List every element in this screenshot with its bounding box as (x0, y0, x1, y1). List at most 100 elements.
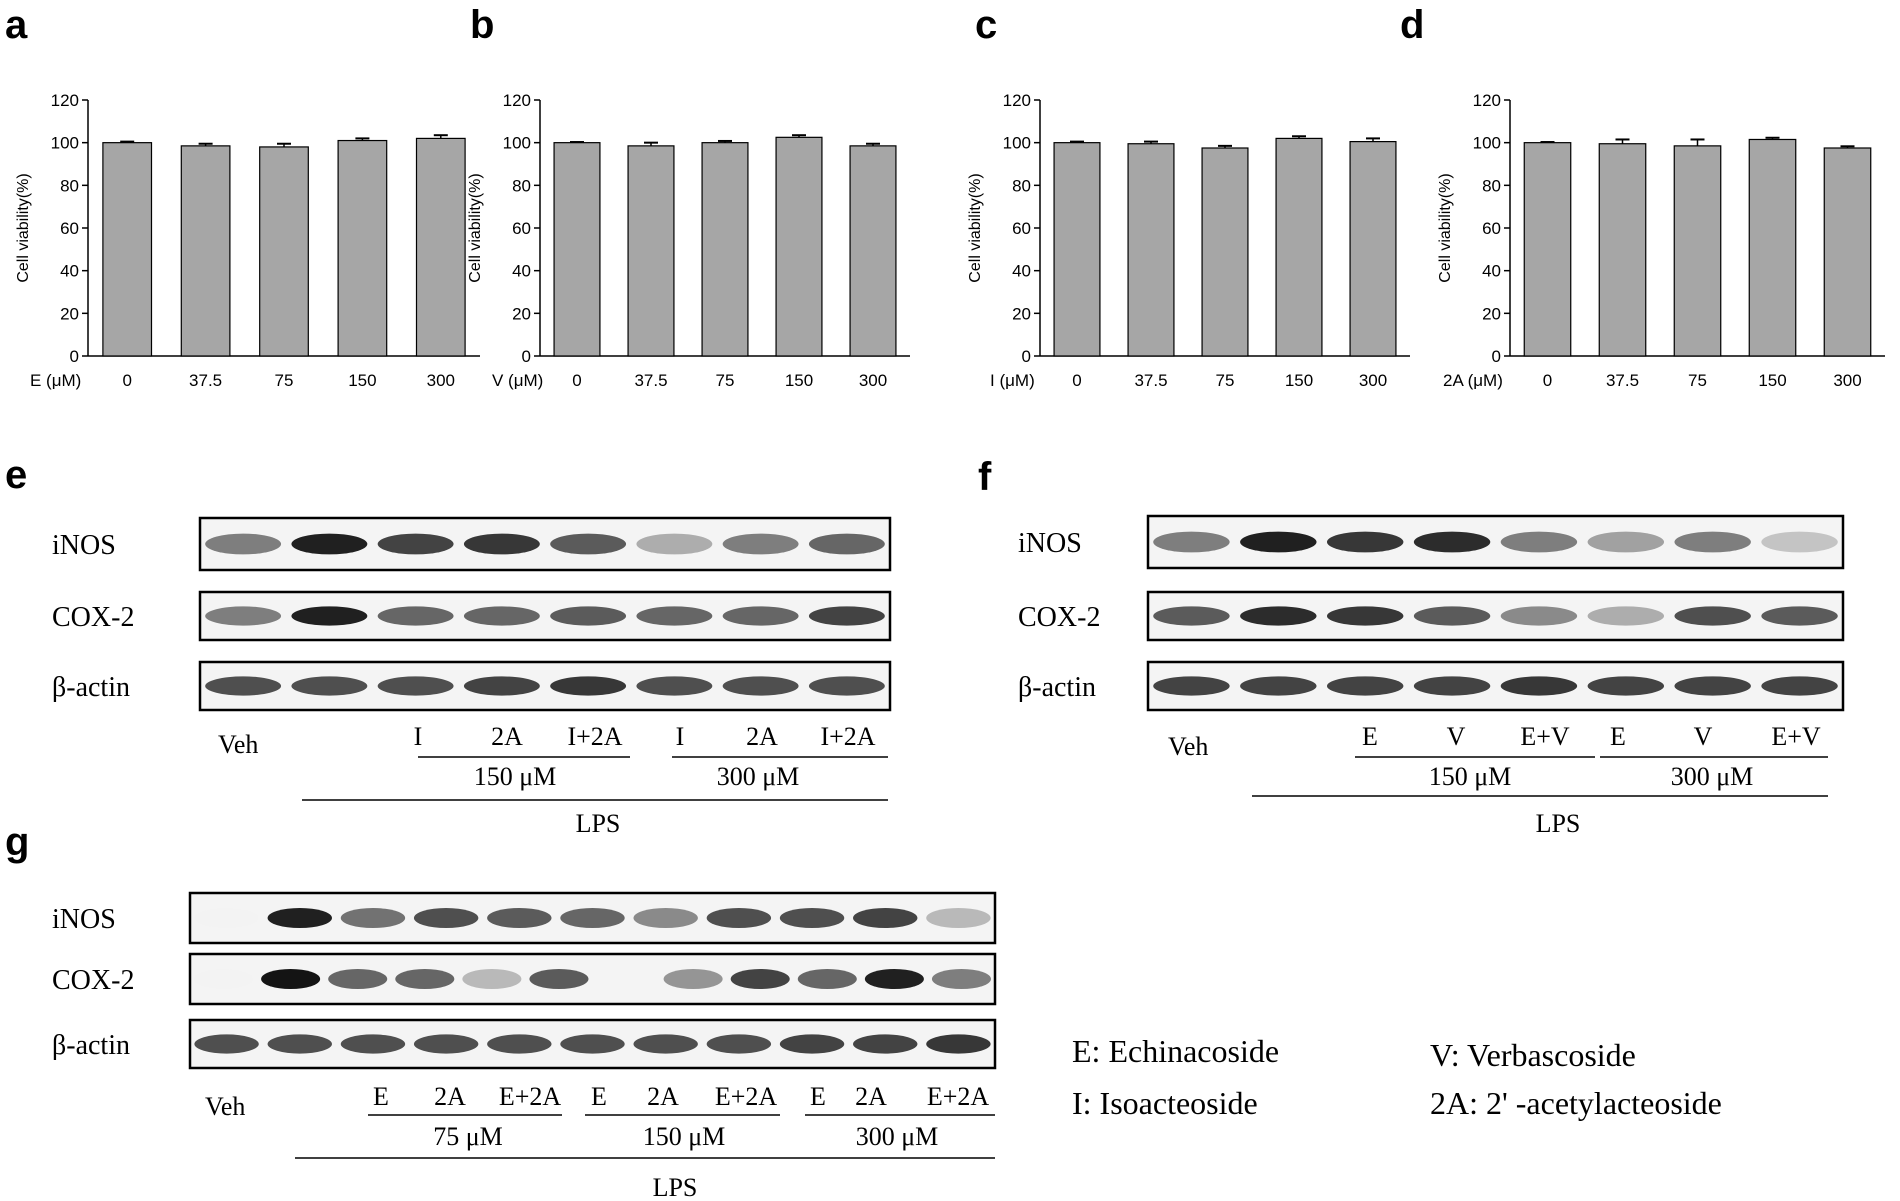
blot-band (487, 908, 552, 928)
blot-band (267, 1034, 332, 1054)
panel-letter-d: d (1400, 3, 1424, 47)
y-tick-label: 80 (512, 176, 531, 195)
x-axis-label: V (μM) (492, 371, 543, 390)
y-tick-label: 60 (1482, 219, 1501, 238)
blot-row-label: iNOS (1018, 528, 1082, 559)
y-axis-label: Cell viability(%) (967, 173, 984, 282)
western-blot-g: iNOS COX-2 β-actin Veh E 2A E+2A E 2A E+2A E 2A E+2A… (52, 891, 997, 1201)
blot-band (1587, 676, 1665, 696)
panel-letter-e: e (5, 453, 27, 497)
vehicle-label: Veh (205, 1092, 245, 1121)
blot-row-label: β-actin (52, 1030, 130, 1061)
lps-label: LPS (1536, 809, 1581, 838)
y-tick-label: 0 (1022, 347, 1031, 366)
blot-band (808, 676, 885, 696)
x-axis-label: 2A (μM) (1443, 371, 1503, 390)
blot-strip (188, 952, 997, 1006)
blot-band (1240, 606, 1317, 626)
blot-band (1674, 606, 1751, 626)
blot-band (377, 533, 454, 555)
x-tick-label: 75 (1688, 371, 1707, 390)
lane-label: 2A (491, 722, 523, 751)
lane-label: 2A (746, 722, 778, 751)
y-tick-label: 0 (1492, 347, 1501, 366)
x-tick-label: 37.5 (1134, 371, 1167, 390)
bar (1598, 143, 1647, 357)
x-tick-label: 150 (1758, 371, 1786, 390)
blot-band (931, 969, 991, 989)
lane-label: E (591, 1082, 607, 1111)
blot-band (395, 969, 455, 989)
lane-label: E+V (1771, 722, 1821, 751)
x-tick-label: 0 (572, 371, 581, 390)
blot-band (853, 1034, 918, 1054)
y-tick-label: 80 (1482, 176, 1501, 195)
blot-band (291, 533, 368, 555)
y-tick-label: 60 (512, 219, 531, 238)
x-tick-label: 75 (1216, 371, 1235, 390)
concentration-label: 300 μM (1671, 762, 1754, 791)
blot-band (413, 1034, 479, 1054)
x-tick-label: 0 (1072, 371, 1081, 390)
y-tick-label: 120 (503, 91, 531, 110)
blot-band (779, 908, 845, 928)
bar (1823, 147, 1872, 357)
x-tick-label: 75 (275, 371, 294, 390)
blot-band (779, 1034, 845, 1054)
y-tick-label: 80 (1012, 176, 1031, 195)
bar-chart-a: 0 20 40 60 80 100 120 Cell viability(%) 0 37.5 75 1… (15, 91, 480, 390)
vehicle-label: Veh (218, 730, 258, 759)
lane-label: E (373, 1082, 389, 1111)
blot-row-label: COX-2 (52, 965, 134, 996)
lane-label: E (1362, 722, 1378, 751)
bar (553, 142, 601, 357)
bar (1349, 141, 1397, 357)
blot-band (853, 908, 918, 928)
lps-label: LPS (653, 1173, 698, 1201)
blot-band (1587, 606, 1665, 626)
y-tick-label: 120 (51, 91, 79, 110)
western-blot-e: iNOS COX-2 β-actin Veh I 2A I+2A I 2A I+2A 150 μM 3… (52, 516, 892, 838)
blot-band (1326, 676, 1404, 696)
concentration-label: 300 μM (856, 1122, 939, 1151)
lane-label: E (1610, 722, 1626, 751)
bar-chart-d: 0 20 40 60 80 100 120 Cell viability(%) 0 37.5 75 1… (1437, 91, 1885, 390)
blot-row-label: β-actin (52, 672, 130, 703)
blot-band (1326, 606, 1404, 626)
y-tick-label: 0 (70, 347, 79, 366)
blot-band (1326, 531, 1404, 553)
x-tick-label: 75 (716, 371, 735, 390)
blot-band (797, 969, 857, 989)
bar-chart-b: 0 20 40 60 80 100 120 Cell viability(%) 0 37.5 75 1… (467, 91, 910, 390)
bar (259, 146, 309, 357)
lane-label: I+2A (820, 722, 875, 751)
concentration-label: 300 μM (717, 762, 800, 791)
blot-band (328, 969, 388, 989)
lane-label: V (1447, 722, 1466, 751)
blot-row-label: COX-2 (52, 602, 134, 633)
blot-band (633, 908, 698, 928)
x-axis-label: E (μM) (30, 371, 81, 390)
blot-band (377, 676, 454, 696)
blot-band (462, 969, 522, 989)
y-tick-label: 60 (1012, 219, 1031, 238)
bar (849, 145, 897, 357)
blot-band (636, 606, 713, 626)
lane-label: I (676, 722, 685, 751)
blot-band (1153, 676, 1230, 696)
x-axis-label: I (μM) (990, 371, 1035, 390)
blot-band (550, 676, 627, 696)
blot-band (1500, 676, 1578, 696)
blot-band (1413, 606, 1491, 626)
blot-band (663, 969, 723, 989)
blot-band (636, 676, 713, 696)
bar (180, 145, 231, 357)
bar (1127, 143, 1175, 357)
lane-label: E+V (1520, 722, 1570, 751)
blot-band (194, 1034, 259, 1054)
x-tick-label: 150 (348, 371, 376, 390)
blot-band (1674, 531, 1751, 553)
bar (337, 139, 388, 357)
y-tick-label: 100 (503, 134, 531, 153)
blot-band (722, 533, 799, 555)
